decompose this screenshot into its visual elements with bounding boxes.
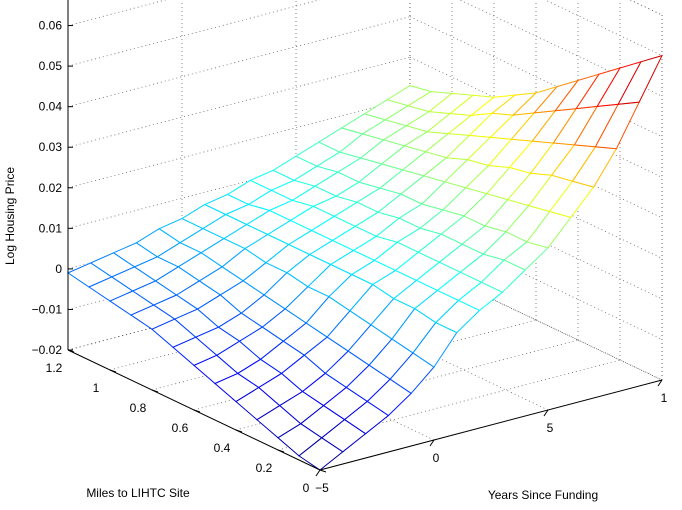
surface-mesh bbox=[66, 54, 663, 471]
x-tick-mark bbox=[429, 439, 435, 447]
z-grid-back bbox=[67, 0, 321, 67]
x-tick-mark bbox=[543, 409, 549, 417]
y-tick-label: 0.4 bbox=[214, 441, 231, 455]
y-grid-floor bbox=[277, 359, 621, 451]
z-tick-label: 0.04 bbox=[39, 100, 63, 114]
x-tick-label: 5 bbox=[547, 421, 554, 435]
z-tick-label: 0.05 bbox=[39, 59, 63, 73]
y-tick-label: 0 bbox=[303, 481, 310, 495]
y-tick-label: 0.6 bbox=[172, 421, 189, 435]
z-tick-label: 0.02 bbox=[39, 181, 63, 195]
y-tick-mark bbox=[319, 469, 327, 473]
z-grid-side bbox=[409, 178, 663, 300]
z-tick-label: 0.03 bbox=[39, 140, 63, 154]
y-tick-mark bbox=[151, 389, 159, 393]
axes bbox=[67, 0, 663, 477]
z-grid-back bbox=[67, 97, 411, 189]
y-tick-mark bbox=[193, 409, 201, 413]
y-tick-label: 0.2 bbox=[256, 461, 273, 475]
z-grid-back bbox=[67, 0, 167, 26]
y-tick-mark bbox=[109, 369, 117, 373]
z-grid-back bbox=[67, 56, 411, 148]
z-grid-side bbox=[409, 56, 663, 178]
z-grid-back bbox=[67, 16, 411, 108]
y-axis-label: Miles to LIHTC Site bbox=[86, 486, 190, 500]
x-tick-mark bbox=[657, 379, 663, 387]
x-axis-line bbox=[319, 379, 663, 471]
y-tick-mark bbox=[277, 449, 285, 453]
tick-labels: −505100.20.40.60.811.2−0.02−0.0100.010.0… bbox=[32, 19, 668, 495]
surface-cell bbox=[617, 54, 663, 105]
y-tick-label: 0.8 bbox=[130, 401, 147, 415]
y-tick-mark bbox=[235, 429, 243, 433]
z-grid-back bbox=[67, 137, 411, 229]
y-tick-label: 1 bbox=[93, 381, 100, 395]
x-tick-mark bbox=[315, 469, 321, 477]
x-tick-label: 1 bbox=[661, 391, 668, 405]
x-tick-label: −5 bbox=[315, 481, 329, 495]
y-tick-label: 1.2 bbox=[46, 361, 63, 375]
z-tick-label: −0.02 bbox=[32, 343, 63, 357]
z-grid-side bbox=[409, 138, 663, 259]
x-tick-label: 0 bbox=[433, 451, 440, 465]
z-tick-label: 0.01 bbox=[39, 221, 63, 235]
z-tick-label: 0.06 bbox=[39, 19, 63, 33]
z-grid-side bbox=[409, 97, 663, 219]
x-axis-label: Years Since Funding bbox=[488, 488, 598, 502]
z-axis-label: Log Housing Price bbox=[3, 167, 17, 265]
z-tick-label: −0.01 bbox=[32, 302, 63, 316]
z-tick-label: 0 bbox=[55, 262, 62, 276]
